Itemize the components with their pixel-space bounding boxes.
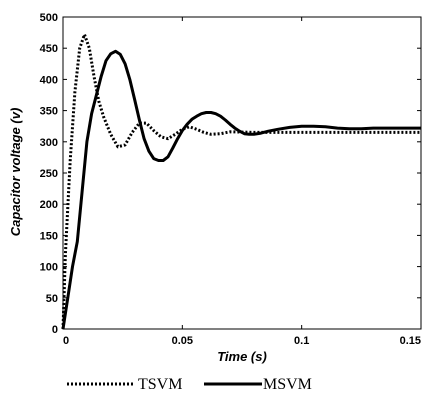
y-tick-label: 50 [46,293,58,305]
legend-label-tsvm: TSVM [138,376,182,393]
series-line-tsvm [61,33,421,330]
y-tick-label: 300 [40,137,58,149]
plot-frame [62,16,422,330]
y-tick-label: 150 [40,230,58,242]
y-tick-label: 0 [52,324,58,336]
series-line-msvm [61,49,421,330]
y-tick-label: 100 [40,262,58,274]
x-axis-label: Time (s) [217,349,267,364]
y-tick-label: 450 [40,43,58,55]
legend: TSVM MSVM [67,376,312,393]
x-tick-label: 0.15 [400,335,421,347]
y-tick-label: 400 [40,74,58,86]
legend-label-msvm: MSVM [263,376,312,393]
y-tick-label: 350 [40,106,58,118]
y-axis-label: Capacitor voltage (v) [8,108,23,237]
x-tick-label: 0 [63,335,69,347]
axis-ticks: 0 50 100 150 200 250 300 350 400 450 500 0 0.05 0.1 0.… [40,12,422,347]
plot-area [61,33,421,330]
y-tick-label: 250 [40,168,58,180]
x-tick-label: 0.1 [294,335,309,347]
y-tick-label: 200 [40,199,58,211]
y-tick-label: 500 [40,12,58,24]
x-tick-label: 0.05 [172,335,193,347]
